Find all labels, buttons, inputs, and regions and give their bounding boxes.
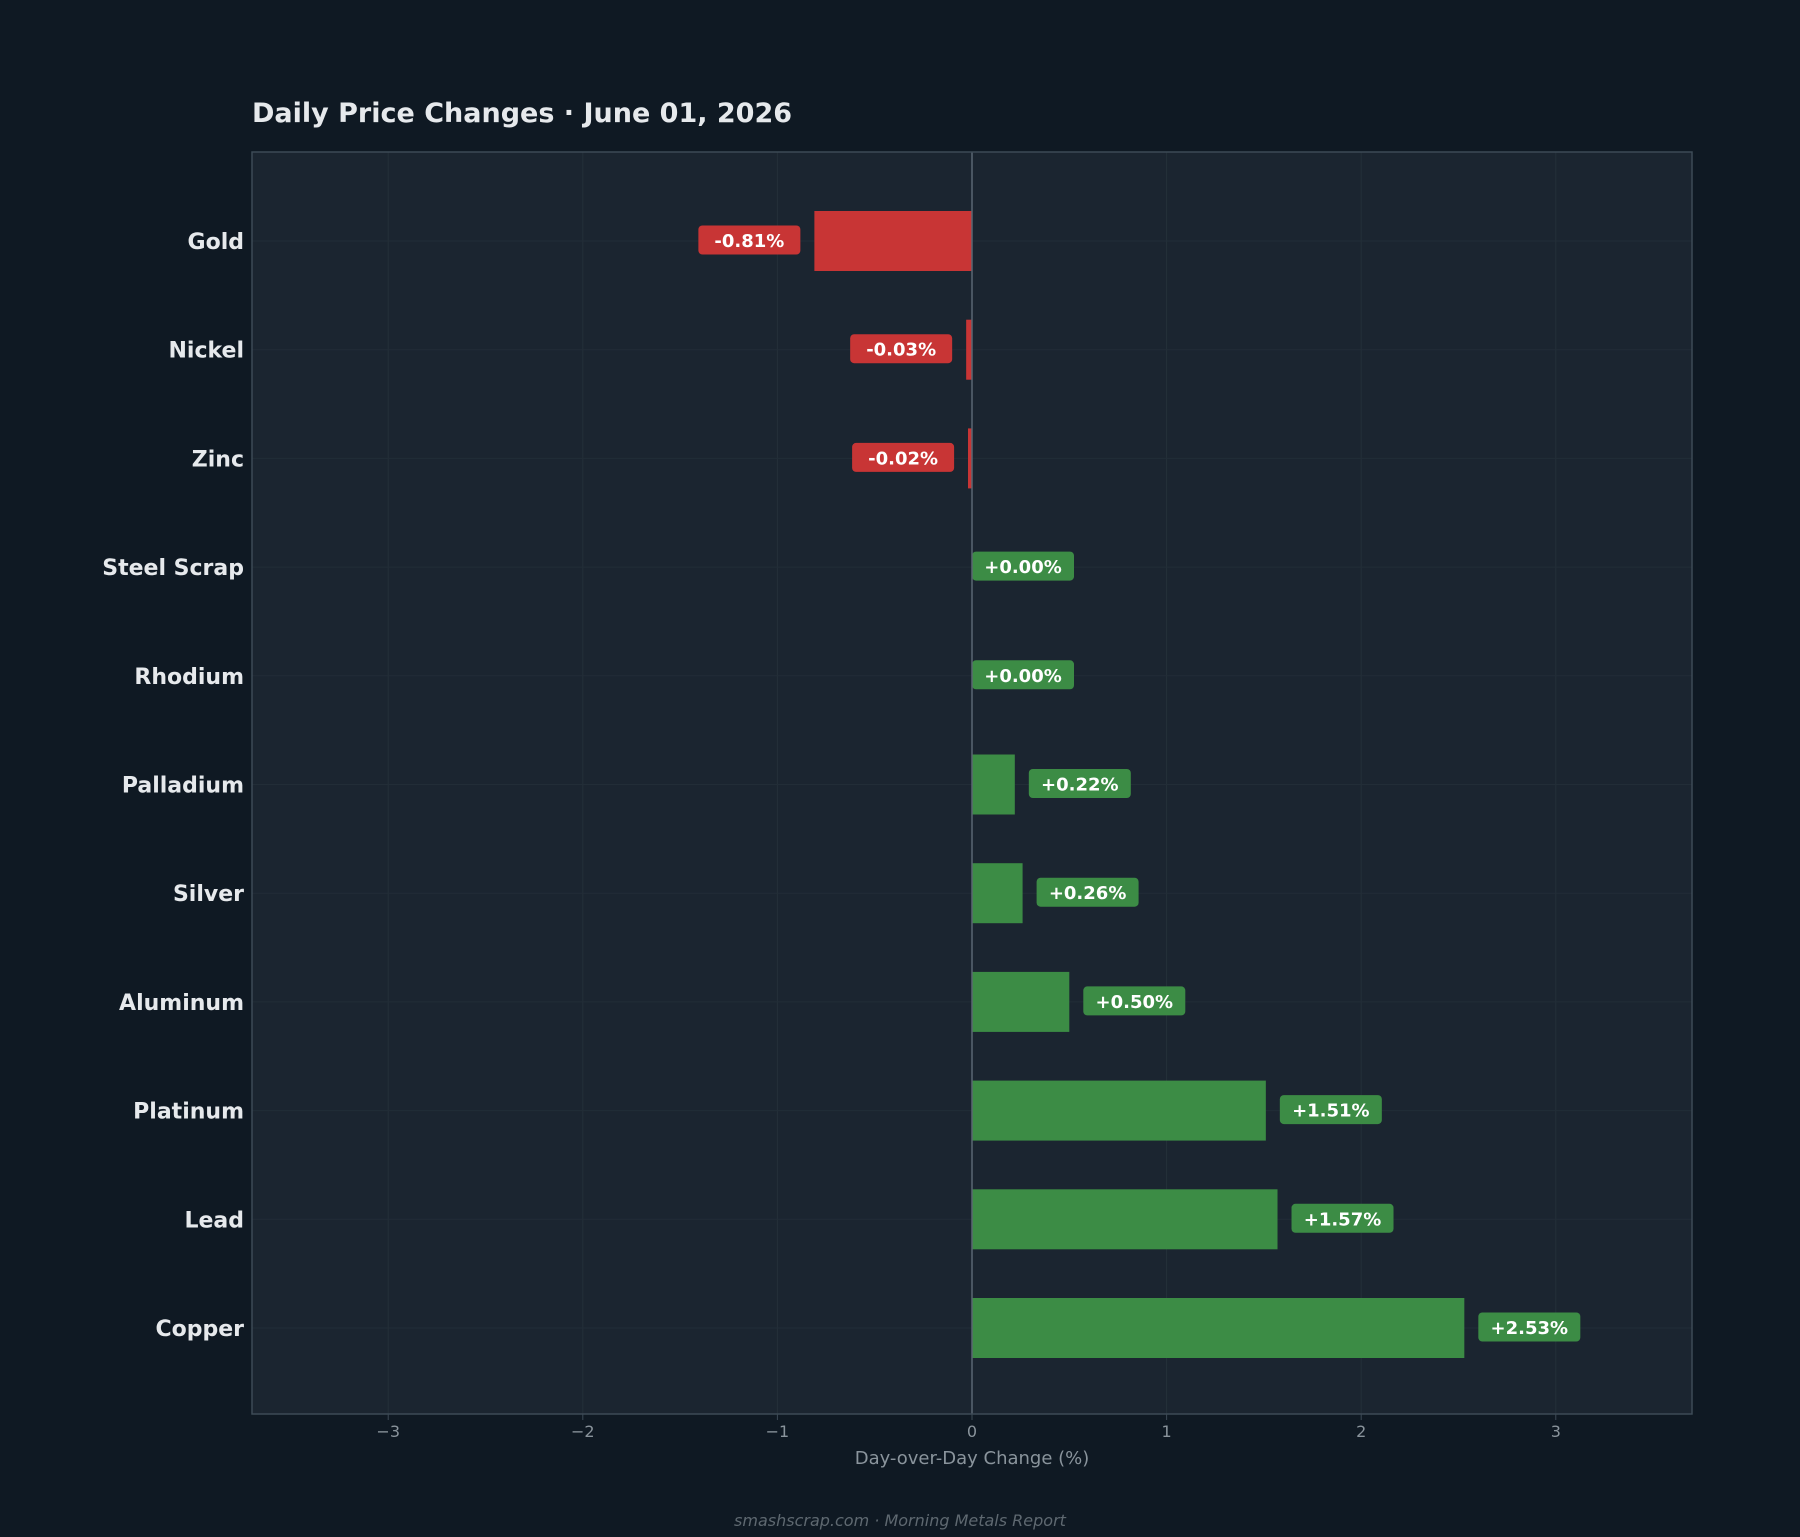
- category-label: Zinc: [192, 447, 244, 472]
- data-label-badge: [698, 225, 801, 255]
- data-label-badge: [1291, 1203, 1394, 1233]
- bar: [972, 1189, 1278, 1250]
- bar: [966, 319, 972, 380]
- data-label: +1.51%: [1292, 1101, 1370, 1122]
- x-tick-label: 1: [1162, 1422, 1172, 1441]
- data-label-badge: [972, 551, 1074, 581]
- data-label: +0.50%: [1096, 992, 1174, 1013]
- footer-credit: smashscrap.com · Morning Metals Report: [734, 1511, 1067, 1530]
- data-label: +1.57%: [1304, 1209, 1382, 1230]
- bar: [814, 211, 972, 271]
- bar: [968, 428, 972, 489]
- x-tick-label: 0: [967, 1422, 977, 1441]
- x-tick-label: −1: [766, 1422, 790, 1441]
- data-label-badge: [850, 334, 953, 364]
- category-label: Palladium: [122, 774, 244, 799]
- data-label: +0.22%: [1041, 775, 1119, 796]
- x-tick-label: 2: [1356, 1422, 1366, 1441]
- bar: [972, 971, 1070, 1032]
- category-label: Lead: [184, 1208, 244, 1233]
- x-tick-label: 3: [1551, 1422, 1561, 1441]
- x-axis-title: Day-over-Day Change (%): [855, 1448, 1090, 1469]
- bar: [972, 754, 1015, 815]
- chart-title: Daily Price Changes · June 01, 2026: [252, 98, 792, 129]
- category-label: Gold: [188, 230, 244, 255]
- category-label: Platinum: [133, 1100, 244, 1125]
- category-labels: Gold Nickel Zinc Steel Scrap Rhodium Palladiu…: [102, 230, 244, 1342]
- bars: [814, 211, 1465, 1358]
- data-label: +0.26%: [1049, 883, 1127, 904]
- data-label: -0.02%: [868, 448, 938, 469]
- category-label: Nickel: [169, 339, 245, 364]
- data-label: +2.53%: [1491, 1318, 1569, 1339]
- data-label-badge: [972, 660, 1074, 690]
- bar: [972, 1298, 1465, 1358]
- data-label: -0.03%: [866, 340, 936, 361]
- bar: [972, 1080, 1266, 1141]
- category-label: Steel Scrap: [102, 556, 244, 581]
- category-label: Aluminum: [119, 991, 244, 1016]
- data-label-badge: [1036, 877, 1139, 907]
- x-tick-label: −2: [571, 1422, 595, 1441]
- category-label: Silver: [173, 882, 244, 907]
- bar: [972, 863, 1023, 924]
- data-label-badge: [1478, 1312, 1581, 1342]
- data-label-badge: [852, 442, 955, 472]
- category-label: Copper: [155, 1317, 244, 1342]
- data-label: +0.00%: [984, 666, 1062, 687]
- data-label-badge: [1083, 986, 1186, 1016]
- data-label-badge: [1028, 769, 1131, 798]
- plot-frame: [251, 151, 1693, 1415]
- x-axis-ticks: −3 −2 −1 0 1 2 3: [376, 1414, 1561, 1441]
- data-label: -0.81%: [714, 231, 784, 252]
- data-labels: -0.81% -0.03% -0.02% +0.00% +0.00% +0.22% +0.2…: [698, 225, 1581, 1342]
- data-label-badge: [1279, 1095, 1382, 1125]
- x-tick-label: −3: [376, 1422, 400, 1441]
- data-label: +0.00%: [984, 557, 1062, 578]
- category-label: Rhodium: [134, 665, 244, 690]
